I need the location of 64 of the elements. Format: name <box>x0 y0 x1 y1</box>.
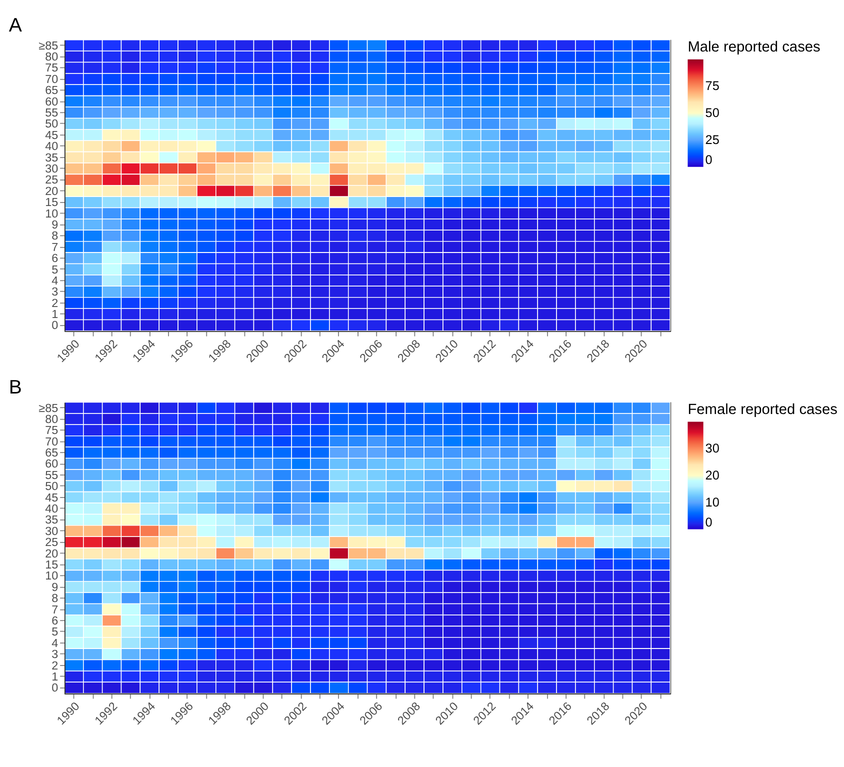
y-tick-label: 8 <box>52 230 59 243</box>
y-tick-label: 80 <box>45 50 59 64</box>
y-tick-label: 15 <box>45 558 59 572</box>
y-tick-label: 40 <box>45 140 59 154</box>
y-tick-label: 10 <box>45 570 59 583</box>
y-tick-label: 35 <box>45 514 59 527</box>
y-tick-label: 10 <box>45 207 59 220</box>
chart-title: B <box>8 376 22 399</box>
color-bar-title: Male reported cases <box>688 40 820 56</box>
color-bar-label: 50 <box>705 106 720 120</box>
y-tick-label: 7 <box>52 603 58 616</box>
y-tick-label: 4 <box>52 636 59 650</box>
y-tick-label: 7 <box>52 240 58 254</box>
y-tick-label: 0 <box>52 319 59 332</box>
y-tick-label: 15 <box>45 196 59 210</box>
y-tick-label: 70 <box>45 72 59 86</box>
y-tick-label: 25 <box>45 174 59 187</box>
y-tick-label: 6 <box>52 614 58 628</box>
y-tick-label: 5 <box>52 263 59 276</box>
y-tick-label: 2 <box>52 659 58 672</box>
y-tick-label: 30 <box>45 524 59 538</box>
y-tick-label: 75 <box>45 424 59 438</box>
color-bar-label: 0 <box>705 152 712 167</box>
y-tick-label: 50 <box>45 118 59 131</box>
y-tick-label: 50 <box>45 480 59 494</box>
y-tick-label: 4 <box>52 274 59 288</box>
y-tick-label: 8 <box>52 592 59 606</box>
y-tick-label: 0 <box>52 682 59 695</box>
y-tick-label: 30 <box>45 162 59 176</box>
y-tick-label: 2 <box>52 296 58 310</box>
color-bar-label: 0 <box>705 515 712 530</box>
y-tick-label: 25 <box>45 536 59 550</box>
y-tick-label: ≥85 <box>38 402 59 415</box>
y-tick-label: 65 <box>45 84 59 98</box>
y-tick-label: 3 <box>52 286 58 299</box>
y-tick-label: 70 <box>45 435 59 448</box>
y-tick-label: 40 <box>45 502 59 516</box>
y-tick-label: 1 <box>52 308 58 322</box>
y-tick-label: 60 <box>45 458 59 471</box>
y-tick-label: 60 <box>45 95 59 108</box>
y-tick-label: 9 <box>52 218 58 232</box>
y-tick-label: 9 <box>52 580 58 594</box>
y-tick-label: 45 <box>45 491 59 504</box>
color-bar-label: 20 <box>705 468 720 482</box>
y-tick-label: 20 <box>45 184 59 198</box>
y-tick-label: 45 <box>45 128 59 142</box>
color-bar-title: Female reported cases <box>688 402 838 418</box>
y-tick-label: 65 <box>45 446 59 460</box>
y-tick-label: 55 <box>45 468 59 482</box>
y-tick-label: 5 <box>52 626 59 639</box>
color-bar-label: 10 <box>705 495 720 510</box>
color-bar-label: 30 <box>705 442 720 456</box>
y-tick-label: 55 <box>45 106 59 120</box>
y-tick-label: 75 <box>45 62 59 75</box>
y-tick-label: 20 <box>45 547 59 560</box>
color-bar-label: 25 <box>705 132 720 147</box>
y-tick-label: 35 <box>45 151 59 164</box>
chart-title: A <box>8 14 22 36</box>
color-bar-label: 75 <box>705 79 720 94</box>
y-tick-label: 3 <box>52 648 58 662</box>
y-tick-label: 6 <box>52 252 58 266</box>
y-tick-label: 80 <box>45 412 59 426</box>
y-tick-label: ≥85 <box>38 39 59 52</box>
y-tick-label: 1 <box>52 670 58 684</box>
